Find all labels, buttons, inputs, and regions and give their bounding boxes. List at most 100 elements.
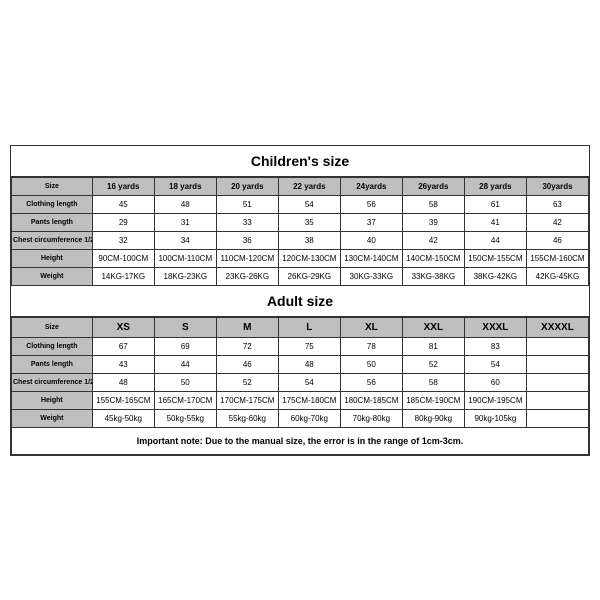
children-table: Size 16 yards 18 yards 20 yards 22 yards… bbox=[11, 177, 589, 286]
cell: 38KG-42KG bbox=[464, 267, 526, 285]
children-pantslength-label: Pants length bbox=[12, 213, 93, 231]
adult-col-1: S bbox=[154, 317, 216, 337]
cell: 155CM-165CM bbox=[92, 391, 154, 409]
table-row: Clothing length 67 69 72 75 78 81 83 bbox=[12, 337, 589, 355]
cell: 33KG-38KG bbox=[402, 267, 464, 285]
cell: 48 bbox=[92, 373, 154, 391]
cell: 56 bbox=[340, 373, 402, 391]
cell: 42KG-45KG bbox=[526, 267, 588, 285]
cell bbox=[526, 391, 588, 409]
table-row: Chest circumference 1/2 48 50 52 54 56 5… bbox=[12, 373, 589, 391]
cell: 23KG-26KG bbox=[216, 267, 278, 285]
cell: 83 bbox=[464, 337, 526, 355]
children-col-3: 22 yards bbox=[278, 177, 340, 195]
cell: 63 bbox=[526, 195, 588, 213]
cell bbox=[526, 337, 588, 355]
cell: 180CM-185CM bbox=[340, 391, 402, 409]
cell: 56 bbox=[340, 195, 402, 213]
children-col-6: 28 yards bbox=[464, 177, 526, 195]
cell: 50 bbox=[154, 373, 216, 391]
cell: 60kg-70kg bbox=[278, 409, 340, 427]
adult-size-label: Size bbox=[12, 317, 93, 337]
cell: 18KG-23KG bbox=[154, 267, 216, 285]
cell: 44 bbox=[464, 231, 526, 249]
cell: 55kg-60kg bbox=[216, 409, 278, 427]
size-chart-sheet: Children's size Size 16 yards 18 yards 2… bbox=[10, 145, 590, 456]
cell: 32 bbox=[92, 231, 154, 249]
cell: 70kg-80kg bbox=[340, 409, 402, 427]
adult-col-0: XS bbox=[92, 317, 154, 337]
adult-col-5: XXL bbox=[402, 317, 464, 337]
cell: 51 bbox=[216, 195, 278, 213]
adult-pantslength-label: Pants length bbox=[12, 355, 93, 373]
children-clothinglength-label: Clothing length bbox=[12, 195, 93, 213]
cell: 42 bbox=[402, 231, 464, 249]
cell: 42 bbox=[526, 213, 588, 231]
cell: 46 bbox=[526, 231, 588, 249]
children-title: Children's size bbox=[11, 146, 589, 177]
cell: 54 bbox=[278, 195, 340, 213]
adult-clothinglength-label: Clothing length bbox=[12, 337, 93, 355]
cell: 150CM-155CM bbox=[464, 249, 526, 267]
adult-header-row: Size XS S M L XL XXL XXXL XXXXL bbox=[12, 317, 589, 337]
cell: 78 bbox=[340, 337, 402, 355]
cell: 45kg-50kg bbox=[92, 409, 154, 427]
cell: 30KG-33KG bbox=[340, 267, 402, 285]
cell: 165CM-170CM bbox=[154, 391, 216, 409]
cell: 67 bbox=[92, 337, 154, 355]
cell: 35 bbox=[278, 213, 340, 231]
children-size-label: Size bbox=[12, 177, 93, 195]
cell: 33 bbox=[216, 213, 278, 231]
adult-col-2: M bbox=[216, 317, 278, 337]
adult-weight-label: Weight bbox=[12, 409, 93, 427]
cell: 48 bbox=[278, 355, 340, 373]
cell: 50 bbox=[340, 355, 402, 373]
cell: 100CM-110CM bbox=[154, 249, 216, 267]
cell bbox=[526, 355, 588, 373]
cell: 46 bbox=[216, 355, 278, 373]
adult-col-4: XL bbox=[340, 317, 402, 337]
adult-height-label: Height bbox=[12, 391, 93, 409]
cell: 39 bbox=[402, 213, 464, 231]
cell: 54 bbox=[464, 355, 526, 373]
adult-col-7: XXXXL bbox=[526, 317, 588, 337]
cell: 170CM-175CM bbox=[216, 391, 278, 409]
cell: 90kg-105kg bbox=[464, 409, 526, 427]
cell: 44 bbox=[154, 355, 216, 373]
cell: 60 bbox=[464, 373, 526, 391]
table-row: Pants length 29 31 33 35 37 39 41 42 bbox=[12, 213, 589, 231]
cell: 58 bbox=[402, 195, 464, 213]
cell: 29 bbox=[92, 213, 154, 231]
note-row: Important note: Due to the manual size, … bbox=[12, 427, 589, 454]
cell: 52 bbox=[216, 373, 278, 391]
cell: 48 bbox=[154, 195, 216, 213]
children-col-5: 26yards bbox=[402, 177, 464, 195]
cell: 36 bbox=[216, 231, 278, 249]
table-row: Pants length 43 44 46 48 50 52 54 bbox=[12, 355, 589, 373]
children-height-label: Height bbox=[12, 249, 93, 267]
table-row: Height 90CM-100CM 100CM-110CM 110CM-120C… bbox=[12, 249, 589, 267]
cell bbox=[526, 373, 588, 391]
cell: 120CM-130CM bbox=[278, 249, 340, 267]
cell: 54 bbox=[278, 373, 340, 391]
cell: 155CM-160CM bbox=[526, 249, 588, 267]
important-note: Important note: Due to the manual size, … bbox=[12, 427, 589, 454]
cell: 130CM-140CM bbox=[340, 249, 402, 267]
table-row: Chest circumference 1/2 32 34 36 38 40 4… bbox=[12, 231, 589, 249]
table-row: Weight 45kg-50kg 50kg-55kg 55kg-60kg 60k… bbox=[12, 409, 589, 427]
cell: 38 bbox=[278, 231, 340, 249]
cell: 175CM-180CM bbox=[278, 391, 340, 409]
cell: 14KG-17KG bbox=[92, 267, 154, 285]
children-weight-label: Weight bbox=[12, 267, 93, 285]
adult-chest-label: Chest circumference 1/2 bbox=[12, 373, 93, 391]
cell: 190CM-195CM bbox=[464, 391, 526, 409]
cell: 41 bbox=[464, 213, 526, 231]
adult-table: Size XS S M L XL XXL XXXL XXXXL Clothing… bbox=[11, 317, 589, 455]
cell: 80kg-90kg bbox=[402, 409, 464, 427]
cell: 50kg-55kg bbox=[154, 409, 216, 427]
cell: 43 bbox=[92, 355, 154, 373]
children-chest-label: Chest circumference 1/2 bbox=[12, 231, 93, 249]
adult-title: Adult size bbox=[11, 286, 589, 317]
adult-col-6: XXXL bbox=[464, 317, 526, 337]
cell: 34 bbox=[154, 231, 216, 249]
